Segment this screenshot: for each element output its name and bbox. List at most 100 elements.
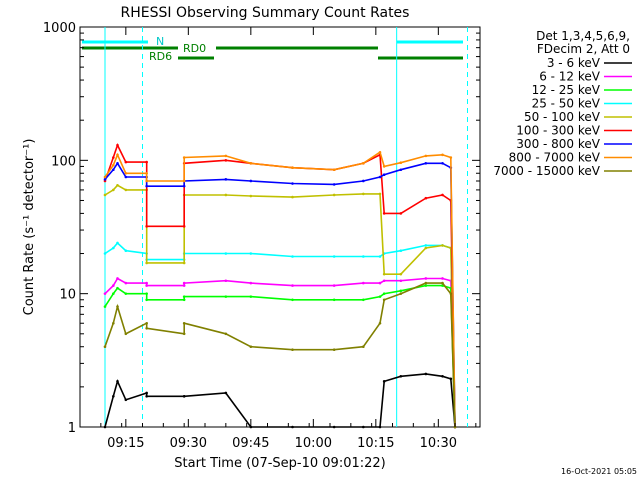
data-point bbox=[362, 345, 365, 349]
data-point bbox=[362, 298, 365, 302]
data-point bbox=[332, 425, 336, 429]
data-point bbox=[378, 150, 382, 154]
data-point bbox=[145, 261, 148, 265]
data-point bbox=[332, 348, 336, 351]
data-point bbox=[362, 179, 365, 183]
data-point bbox=[145, 298, 148, 302]
data-point bbox=[103, 175, 107, 179]
data-point bbox=[291, 348, 294, 351]
data-point bbox=[182, 184, 186, 188]
data-point bbox=[224, 154, 228, 158]
data-point bbox=[224, 178, 228, 181]
data-point bbox=[424, 372, 428, 376]
data-point bbox=[145, 394, 148, 398]
series-line bbox=[104, 282, 456, 428]
data-point bbox=[291, 284, 294, 287]
data-point bbox=[116, 162, 119, 165]
data-point bbox=[332, 193, 336, 197]
data-point bbox=[103, 305, 107, 308]
data-point bbox=[124, 175, 128, 179]
data-point bbox=[424, 246, 428, 250]
data-point bbox=[362, 281, 365, 285]
y-tick-label: 100 bbox=[51, 154, 76, 169]
x-tick-label: 09:15 bbox=[107, 436, 144, 451]
legend-label: 300 - 800 keV bbox=[516, 137, 600, 151]
data-point bbox=[124, 292, 128, 295]
data-point bbox=[182, 332, 186, 336]
data-point bbox=[145, 225, 148, 228]
data-point bbox=[182, 295, 186, 298]
data-point bbox=[112, 163, 115, 167]
data-point bbox=[182, 261, 186, 265]
data-point bbox=[382, 173, 386, 177]
rd0-marker-label: RD0 bbox=[183, 42, 206, 55]
data-point bbox=[441, 193, 444, 197]
y-tick-label: 1 bbox=[68, 421, 76, 436]
legend-label: 25 - 50 keV bbox=[532, 97, 601, 111]
legend-header-line-2: FDecim 2, Att 0 bbox=[537, 42, 630, 56]
marker-bars: N RD0 RD6 bbox=[82, 35, 463, 63]
data-point bbox=[424, 154, 428, 158]
n-marker-label: N bbox=[156, 35, 164, 48]
data-point bbox=[224, 252, 228, 255]
data-point bbox=[182, 156, 186, 159]
data-point bbox=[112, 188, 115, 192]
data-point bbox=[182, 179, 186, 183]
data-point bbox=[291, 195, 294, 199]
data-point bbox=[182, 298, 186, 302]
data-point bbox=[249, 252, 253, 255]
data-point bbox=[145, 284, 148, 287]
data-point bbox=[224, 279, 228, 283]
data-point bbox=[399, 249, 403, 253]
data-point bbox=[332, 284, 336, 287]
data-point bbox=[378, 425, 382, 429]
data-point bbox=[399, 161, 403, 164]
data-point bbox=[116, 143, 119, 147]
data-point bbox=[441, 281, 444, 285]
data-point bbox=[378, 321, 382, 325]
data-point bbox=[124, 249, 128, 253]
data-point bbox=[145, 391, 148, 395]
data-point bbox=[291, 166, 294, 170]
legend-label: 800 - 7000 keV bbox=[509, 151, 601, 165]
legend: Det 1,3,4,5,6,9, FDecim 2, Att 0 3 - 6 k… bbox=[493, 29, 632, 178]
data-point bbox=[382, 212, 386, 215]
data-point bbox=[182, 284, 186, 287]
data-point bbox=[399, 292, 403, 295]
data-point bbox=[424, 284, 428, 287]
data-point bbox=[291, 255, 294, 258]
data-point bbox=[224, 159, 228, 162]
data-point bbox=[112, 292, 115, 295]
legend-label: 3 - 6 keV bbox=[547, 56, 601, 70]
data-point bbox=[116, 153, 119, 157]
data-point bbox=[441, 375, 444, 378]
data-point bbox=[112, 168, 115, 172]
data-point bbox=[249, 295, 253, 298]
data-point bbox=[116, 183, 119, 187]
data-point bbox=[112, 394, 115, 398]
y-axis: 1 10 100 1000 bbox=[43, 21, 480, 436]
data-point bbox=[182, 321, 186, 325]
data-point bbox=[399, 289, 403, 293]
series-line bbox=[104, 161, 456, 428]
data-point bbox=[382, 292, 386, 295]
data-point bbox=[382, 298, 386, 302]
data-point bbox=[224, 391, 228, 395]
legend-label: 12 - 25 keV bbox=[532, 83, 601, 97]
data-point bbox=[399, 375, 403, 378]
data-point bbox=[116, 286, 119, 290]
y-axis-label: Count Rate (s⁻¹ detector⁻¹) bbox=[22, 139, 37, 316]
data-point bbox=[116, 277, 119, 280]
data-point bbox=[116, 305, 119, 308]
data-point bbox=[112, 156, 115, 159]
data-point bbox=[124, 160, 128, 164]
data-point bbox=[378, 281, 382, 285]
chart-title: RHESSI Observing Summary Count Rates bbox=[121, 5, 410, 21]
data-point bbox=[182, 394, 186, 398]
data-point bbox=[116, 380, 119, 383]
x-tick-label: 10:15 bbox=[357, 436, 394, 451]
legend-label: 50 - 100 keV bbox=[524, 110, 601, 124]
data-point bbox=[332, 183, 336, 186]
